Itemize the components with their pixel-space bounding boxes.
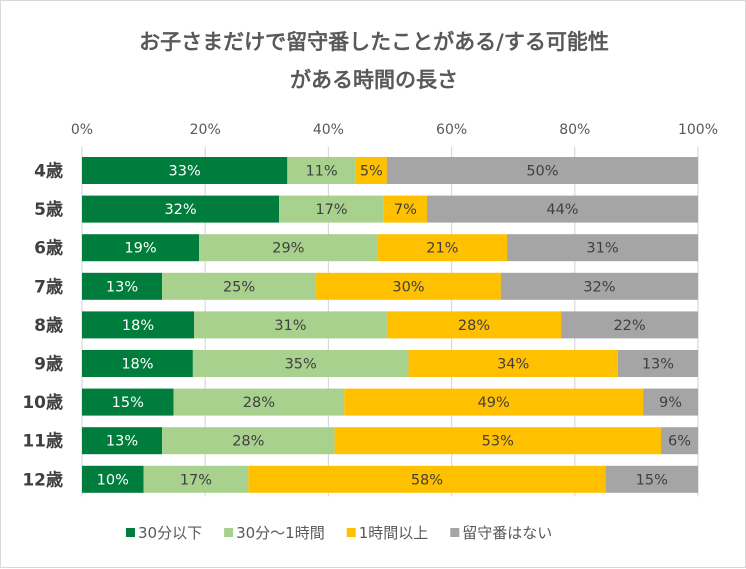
bar-segment <box>355 157 387 184</box>
data-label: 17% <box>180 472 212 488</box>
category-label: 9歳 <box>34 354 63 375</box>
data-label: 33% <box>169 164 201 180</box>
data-label: 53% <box>482 434 514 450</box>
x-tick-label: 100% <box>678 122 718 138</box>
bar-segment <box>507 234 698 262</box>
bar-segment <box>500 272 698 300</box>
bar-segment <box>82 427 163 455</box>
bar-segment <box>143 465 249 493</box>
bar-segment <box>316 272 501 300</box>
data-label: 58% <box>411 472 443 488</box>
bar-segment <box>162 272 317 300</box>
category-label: 5歳 <box>34 199 63 220</box>
bar-segment <box>194 311 387 339</box>
data-label: 10% <box>97 472 129 488</box>
data-label: 25% <box>223 279 255 295</box>
data-label: 6% <box>668 434 691 450</box>
category-label: 4歳 <box>34 161 63 182</box>
bar-segment <box>248 465 606 493</box>
data-label: 17% <box>315 202 347 218</box>
data-label: 31% <box>274 318 306 334</box>
data-label: 5% <box>360 164 383 180</box>
bar-segment <box>561 311 698 339</box>
data-label: 18% <box>121 357 153 373</box>
legend-swatch <box>126 528 135 537</box>
data-label: 44% <box>546 202 578 218</box>
bar-segment <box>344 388 644 416</box>
data-label: 28% <box>243 395 275 411</box>
data-label: 34% <box>497 357 529 373</box>
bar-segment <box>408 350 618 377</box>
data-label: 29% <box>272 241 304 257</box>
legend-label: 1時間以上 <box>359 524 429 542</box>
bar-segment <box>162 427 335 455</box>
data-label: 30% <box>392 279 424 295</box>
bar-segment <box>426 195 698 223</box>
bar-segment <box>82 350 193 377</box>
bar-segment <box>82 272 163 300</box>
x-tick-label: 20% <box>190 122 221 138</box>
data-label: 21% <box>426 241 458 257</box>
data-label: 28% <box>232 434 264 450</box>
data-label: 49% <box>478 395 510 411</box>
data-label: 13% <box>106 434 138 450</box>
data-label: 32% <box>583 279 615 295</box>
bar-segment <box>82 234 200 262</box>
legend-swatch <box>450 528 460 537</box>
category-label: 10歳 <box>22 392 63 413</box>
bar-segment <box>82 465 144 493</box>
data-label: 11% <box>305 164 337 180</box>
legend-label: 30分以下 <box>138 524 202 542</box>
legend-swatch <box>224 528 234 537</box>
bar-segment <box>82 388 174 416</box>
data-label: 7% <box>394 202 417 218</box>
data-label: 9% <box>659 395 682 411</box>
bar-segment <box>661 427 698 455</box>
bar-segment <box>605 465 698 493</box>
bar-segment <box>386 311 562 339</box>
x-tick-label: 40% <box>313 122 344 138</box>
x-tick-label: 0% <box>71 122 93 138</box>
data-label: 31% <box>586 241 618 257</box>
data-label: 28% <box>458 318 490 334</box>
bar-segment <box>383 195 427 223</box>
bar-segment <box>386 157 698 184</box>
data-label: 18% <box>122 318 154 334</box>
legend-label: 留守番はない <box>462 524 552 542</box>
data-label: 50% <box>526 164 558 180</box>
chart-title-line-1: お子さまだけで留守番したことがある/する可能性 <box>139 30 609 54</box>
category-label: 7歳 <box>34 276 63 297</box>
chart-title-line-2: がある時間の長さ <box>290 68 458 92</box>
category-label: 12歳 <box>22 469 63 490</box>
bar-segment <box>279 195 384 223</box>
bar-segment <box>199 234 378 262</box>
x-tick-label: 60% <box>436 122 467 138</box>
x-tick-label: 80% <box>559 122 590 138</box>
data-label: 32% <box>164 202 196 218</box>
data-label: 35% <box>285 357 317 373</box>
category-label: 8歳 <box>34 315 63 336</box>
bar-segment <box>287 157 356 184</box>
bar-segment <box>643 388 698 416</box>
bar-segment <box>617 350 698 377</box>
data-label: 15% <box>112 395 144 411</box>
data-label: 19% <box>124 241 156 257</box>
bar-segment <box>82 311 194 339</box>
data-label: 13% <box>106 279 138 295</box>
category-label: 6歳 <box>34 238 63 259</box>
bar-segment <box>334 427 662 455</box>
bar-segment <box>82 157 288 184</box>
bar-segment <box>173 388 345 416</box>
legend-swatch <box>346 528 356 537</box>
bar-segment <box>377 234 508 262</box>
category-label: 11歳 <box>22 431 63 452</box>
data-label: 15% <box>636 472 668 488</box>
bar-segment <box>192 350 409 377</box>
legend-label: 30分～1時間 <box>236 524 325 542</box>
bar-segment <box>82 195 280 223</box>
data-label: 22% <box>613 318 645 334</box>
data-label: 13% <box>642 357 674 373</box>
